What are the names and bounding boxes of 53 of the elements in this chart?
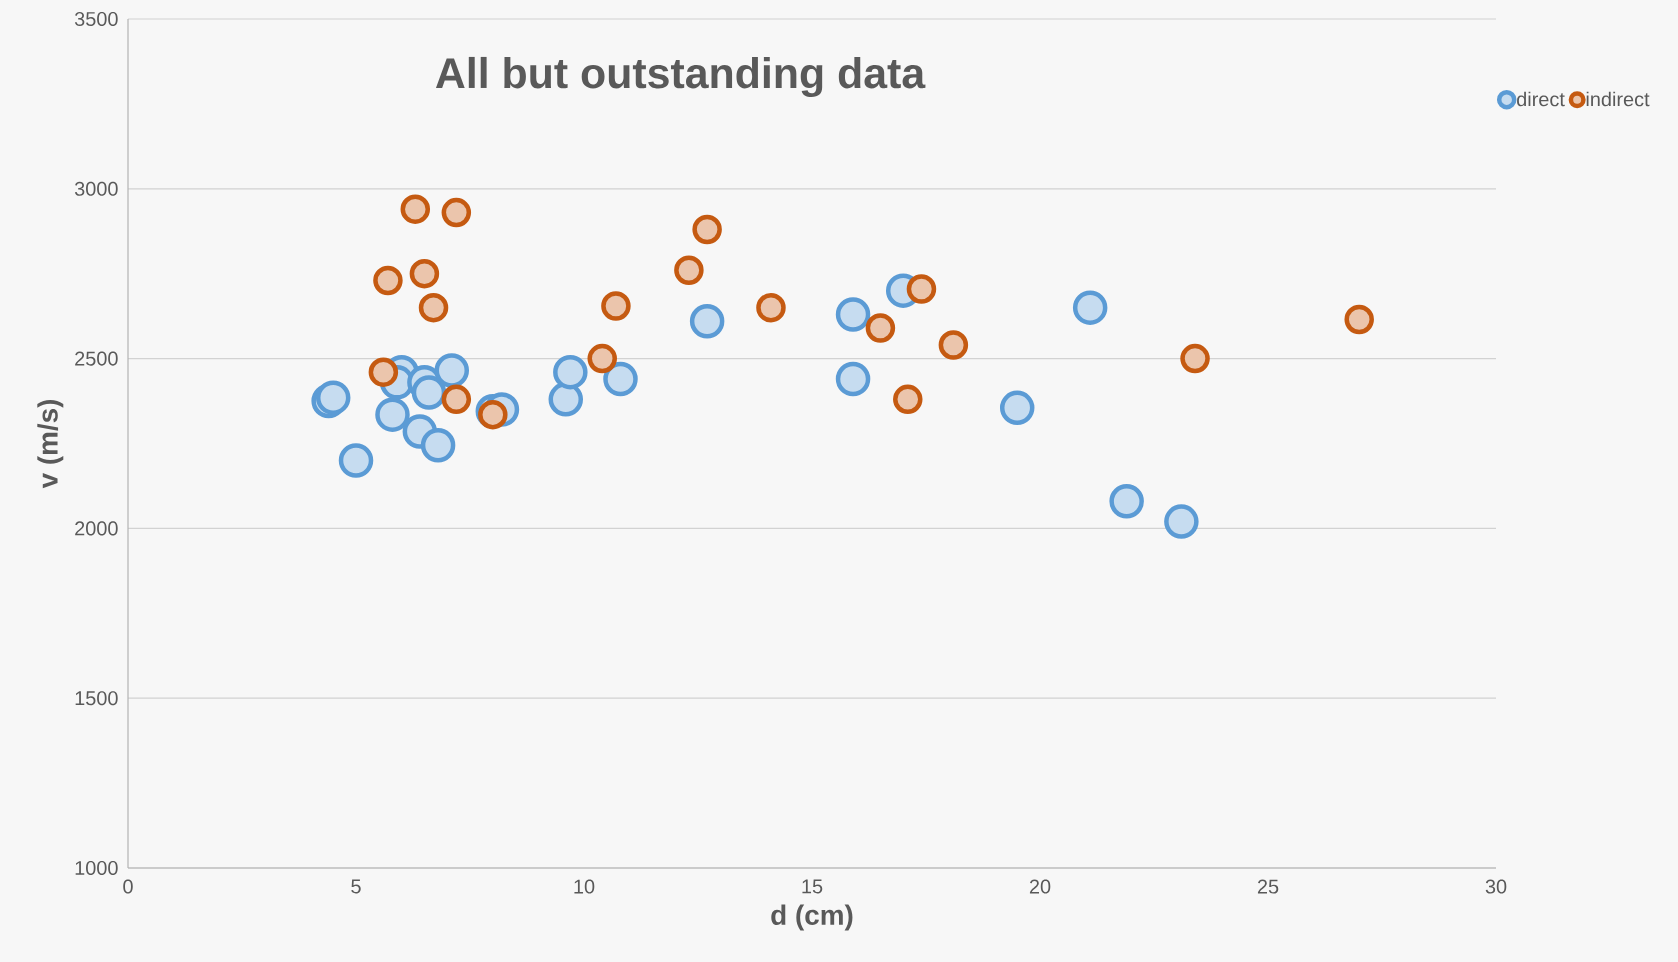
point: [375, 397, 410, 432]
point: [906, 274, 937, 304]
point: [411, 375, 447, 410]
y-tick-label: 3500: [74, 11, 118, 27]
y-tick-label: 3000: [74, 181, 118, 196]
point: [1344, 304, 1374, 335]
point: [548, 382, 584, 417]
point: [420, 427, 456, 463]
point: [893, 384, 923, 415]
x-tick-label: 20: [1029, 879, 1051, 894]
text: All but outstanding data: [435, 56, 926, 98]
point: [865, 313, 896, 343]
x-tick-label: 30: [1485, 879, 1507, 894]
y-tick-label: 1000: [75, 860, 118, 876]
point: [756, 292, 786, 323]
point: [1072, 290, 1108, 325]
point: [938, 330, 969, 360]
point: [441, 384, 472, 415]
point: [441, 197, 472, 228]
point: [368, 357, 399, 387]
point: [835, 361, 871, 397]
point: [400, 194, 431, 224]
x-tick-label: 10: [574, 879, 595, 894]
y-tick-label: 2500: [75, 351, 118, 366]
point: [418, 292, 449, 323]
point: [835, 297, 871, 332]
point: [1164, 504, 1199, 539]
legend-label: direct: [1517, 91, 1565, 107]
point: [409, 258, 440, 289]
point: [338, 443, 374, 478]
point: [373, 265, 403, 296]
point: [434, 353, 470, 388]
x-tick-label: 15: [802, 879, 823, 894]
point: [674, 255, 704, 286]
y-axis-title: v (m/s): [37, 399, 64, 489]
point: [553, 354, 588, 390]
y-tick-label: 1500: [75, 691, 118, 706]
point: [689, 303, 725, 339]
point: [603, 361, 638, 397]
point: [692, 214, 722, 245]
point: [587, 343, 617, 374]
point: [315, 380, 351, 415]
point: [478, 399, 508, 430]
point: [601, 291, 631, 321]
y-tick-label: 2000: [75, 521, 118, 536]
point: [1180, 343, 1210, 374]
x-tick-label: 25: [1257, 879, 1279, 894]
x-axis-title: d (cm): [771, 904, 853, 931]
legend-label: indirect: [1586, 91, 1650, 107]
x-tick-label: 5: [351, 879, 361, 894]
point: [1109, 483, 1144, 519]
x-tick-label: 0: [123, 879, 133, 894]
point: [999, 390, 1035, 426]
